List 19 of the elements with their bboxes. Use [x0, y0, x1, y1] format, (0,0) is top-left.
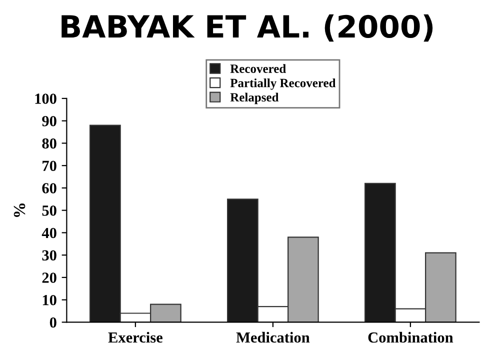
y-tick-label: 70 — [42, 160, 56, 172]
y-tick-label: 30 — [42, 250, 56, 261]
y-tick-label: 50 — [42, 205, 56, 216]
legend-label: Relapsed — [230, 92, 279, 104]
y-tick-label: 60 — [42, 183, 56, 194]
y-tick-label: 80 — [42, 138, 56, 149]
y-axis-title: % — [14, 204, 26, 217]
legend-label: Partially Recovered — [230, 78, 336, 90]
x-tick-label: Combination — [368, 332, 454, 343]
chart-title: BABYAK ET AL. (2000) — [62, 14, 433, 42]
y-tick-label: 10 — [42, 294, 56, 306]
y-tick-label: 90 — [42, 116, 56, 126]
legend-label: Recovered — [230, 64, 286, 73]
y-tick-label: 0 — [50, 317, 56, 328]
x-tick-label: Medication — [236, 332, 310, 343]
y-tick-label: 40 — [42, 228, 56, 238]
y-tick-label: 100 — [35, 94, 56, 104]
y-tick-label: 20 — [42, 272, 56, 283]
x-tick-label: Exercise — [108, 332, 162, 343]
